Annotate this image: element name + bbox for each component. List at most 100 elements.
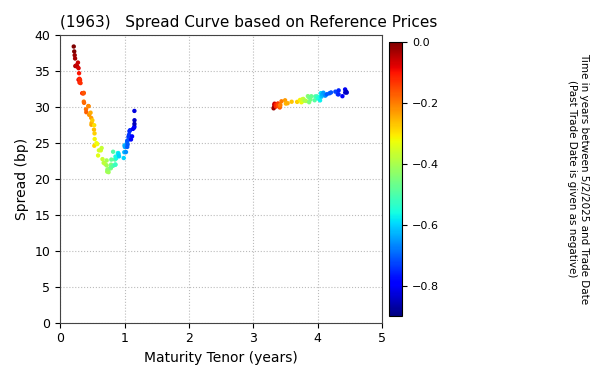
Point — [130, 125, 139, 131]
Point — [130, 124, 139, 130]
Point — [106, 162, 116, 168]
Point — [74, 70, 84, 76]
Point — [331, 89, 340, 95]
Point — [320, 93, 330, 99]
Point — [125, 127, 135, 133]
Point — [119, 142, 129, 149]
Point — [119, 149, 129, 155]
Point — [338, 93, 347, 99]
Point — [130, 117, 139, 123]
Point — [310, 97, 319, 103]
Point — [298, 96, 308, 102]
Point — [334, 87, 343, 93]
Point — [130, 121, 139, 127]
Point — [271, 103, 281, 109]
Point — [79, 100, 89, 106]
Point — [301, 98, 311, 104]
Point — [86, 122, 96, 128]
Point — [334, 91, 343, 97]
Point — [70, 48, 79, 54]
Point — [341, 89, 351, 95]
Point — [70, 55, 80, 62]
Point — [122, 144, 132, 150]
Point — [121, 149, 131, 155]
Point — [316, 90, 326, 96]
Point — [281, 101, 290, 107]
Point — [90, 130, 100, 136]
Point — [111, 155, 121, 162]
Point — [120, 144, 130, 150]
Point — [122, 142, 131, 148]
Point — [317, 91, 327, 97]
Point — [128, 126, 138, 132]
Point — [102, 157, 112, 163]
Point — [102, 162, 112, 168]
Point — [317, 91, 327, 97]
Point — [93, 152, 103, 158]
Point — [312, 93, 322, 99]
Point — [287, 99, 296, 105]
Point — [106, 165, 116, 171]
Point — [89, 122, 99, 128]
Point — [124, 131, 134, 138]
Point — [313, 95, 323, 101]
Point — [271, 102, 280, 108]
Point — [70, 52, 79, 58]
Text: (1963)   Spread Curve based on Reference Prices: (1963) Spread Curve based on Reference P… — [60, 15, 437, 30]
Point — [277, 98, 286, 104]
Point — [325, 90, 334, 97]
Point — [86, 110, 95, 116]
Point — [126, 136, 136, 142]
Point — [130, 108, 139, 114]
Point — [110, 157, 120, 163]
Point — [71, 62, 81, 68]
Point — [89, 127, 99, 133]
Point — [326, 89, 336, 95]
Point — [304, 94, 314, 100]
Point — [119, 155, 128, 161]
Point — [311, 93, 320, 100]
Y-axis label: Spread (bp): Spread (bp) — [15, 138, 29, 220]
Point — [269, 105, 278, 111]
Point — [94, 147, 104, 154]
Point — [275, 102, 285, 108]
Point — [104, 169, 113, 175]
Point — [75, 76, 85, 82]
Point — [92, 141, 102, 147]
Point — [273, 103, 283, 109]
Point — [110, 162, 120, 168]
Point — [114, 153, 124, 159]
Point — [122, 139, 132, 146]
Point — [92, 140, 101, 146]
Point — [269, 102, 279, 108]
Point — [322, 91, 332, 97]
Point — [85, 112, 94, 118]
Point — [79, 98, 89, 104]
Point — [283, 100, 292, 106]
Point — [275, 103, 285, 109]
Point — [75, 77, 85, 83]
Point — [270, 101, 280, 107]
Point — [103, 169, 112, 175]
Point — [304, 99, 314, 105]
Point — [90, 136, 100, 142]
Point — [108, 149, 118, 155]
Point — [82, 109, 91, 115]
Point — [273, 101, 283, 107]
Point — [99, 160, 109, 166]
Point — [280, 97, 290, 103]
Point — [110, 154, 120, 160]
Point — [73, 63, 82, 70]
Point — [307, 93, 316, 99]
Point — [86, 115, 96, 121]
Point — [292, 99, 302, 105]
Point — [74, 65, 83, 71]
Point — [96, 147, 106, 154]
Point — [340, 86, 350, 92]
Point — [103, 166, 112, 173]
Y-axis label: Time in years between 5/2/2025 and Trade Date
(Past Trade Date is given as negat: Time in years between 5/2/2025 and Trade… — [568, 54, 589, 305]
Point — [113, 150, 123, 156]
Point — [271, 101, 281, 108]
Point — [319, 90, 328, 96]
Point — [317, 93, 326, 100]
